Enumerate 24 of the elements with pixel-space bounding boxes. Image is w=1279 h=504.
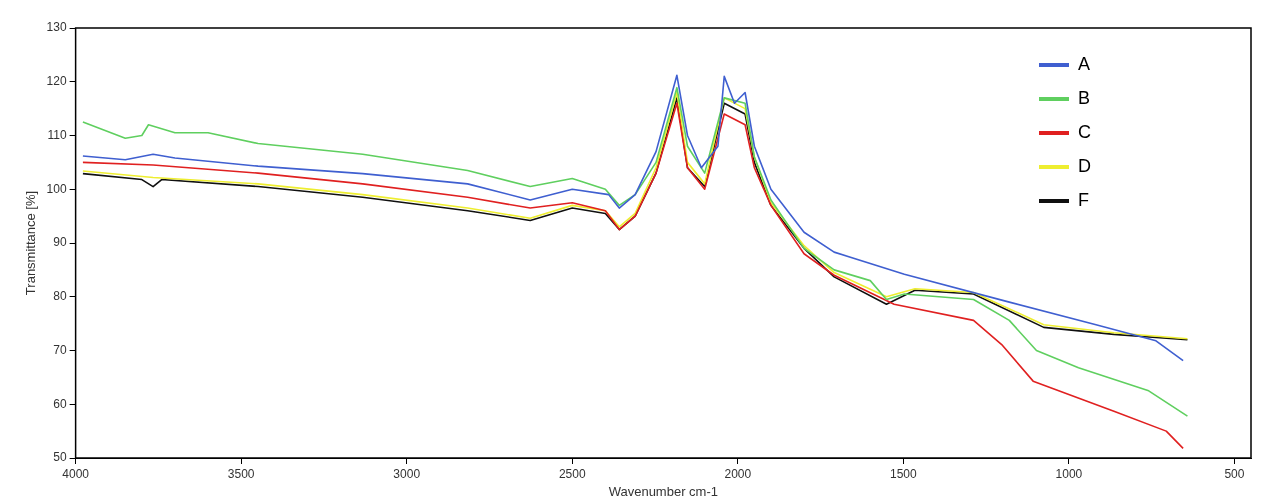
y-axis-title: Transmittance [%] <box>23 190 39 296</box>
x-tick-label: 2000 <box>724 466 752 481</box>
y-tick-label: 130 <box>46 20 67 35</box>
x-tick-label: 500 <box>1224 466 1245 481</box>
y-tick-label: 70 <box>53 342 67 357</box>
x-tick-label: 1500 <box>890 466 918 481</box>
x-tick-label: 3000 <box>393 466 421 481</box>
legend-label: C <box>1078 121 1091 142</box>
legend-label: F <box>1078 189 1089 210</box>
y-tick-label: 120 <box>46 74 67 89</box>
legend-label: D <box>1078 155 1091 176</box>
y-tick-label: 50 <box>53 450 67 465</box>
x-tick-label: 2500 <box>558 466 586 481</box>
x-tick-label: 3500 <box>227 466 255 481</box>
y-tick-label: 80 <box>53 289 67 304</box>
legend-label: A <box>1078 53 1091 74</box>
x-axis-title: Wavenumber cm-1 <box>608 483 718 499</box>
y-tick-label: 60 <box>53 396 67 411</box>
x-tick-label: 1000 <box>1055 466 1083 481</box>
x-tick-label: 4000 <box>62 466 90 481</box>
y-tick-label: 110 <box>47 127 67 142</box>
legend-label: B <box>1078 87 1091 108</box>
y-tick-label: 90 <box>53 235 67 250</box>
y-tick-label: 100 <box>46 181 67 196</box>
